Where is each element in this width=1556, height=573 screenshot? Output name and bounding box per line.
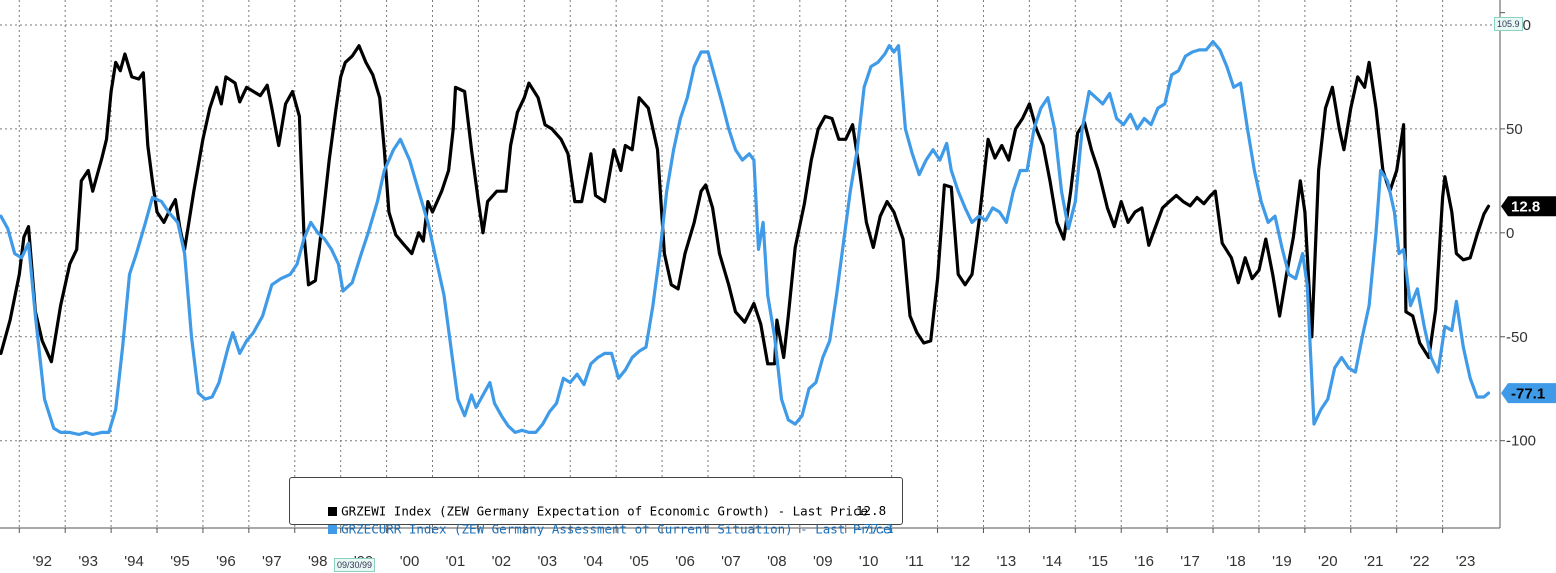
- x-tick-label: '21: [1364, 553, 1384, 570]
- cursor-date-label: 09/30/99: [334, 558, 376, 572]
- legend-entry-grzewi: GRZEWI Index (ZEW Germany Expectation of…: [298, 484, 886, 519]
- legend-entry-grzecurr: GRZECURR Index (ZEW Germany Assessment o…: [298, 502, 894, 537]
- legend-swatch-black-icon: [328, 507, 338, 516]
- x-tick-label: '96: [216, 553, 236, 570]
- x-tick-label: '94: [124, 553, 144, 570]
- x-tick-label: '97: [262, 553, 282, 570]
- x-tick-label: '18: [1226, 553, 1246, 570]
- legend-last-value: -77.1: [856, 521, 894, 536]
- legend-swatch-blue-icon: [328, 525, 338, 534]
- x-tick-label: '10: [859, 553, 879, 570]
- x-tick-label: '02: [492, 553, 512, 570]
- last-value-badge: [1501, 196, 1556, 217]
- plot-frame: [0, 0, 1501, 529]
- series-line-grzewi: [0, 44, 1491, 366]
- x-tick-label: '15: [1088, 553, 1108, 570]
- x-tick-label: '93: [78, 553, 98, 570]
- x-tick-label: '11: [905, 553, 923, 570]
- x-tick-label: '95: [170, 553, 190, 570]
- x-tick-label: '92: [32, 553, 52, 570]
- x-tick-label: '12: [951, 553, 971, 570]
- last-value-badges: 12.8 -77.1: [1501, 196, 1556, 404]
- x-tick-label: '20: [1318, 553, 1338, 570]
- legend-label: GRZEWI Index (ZEW Germany Expectation of…: [341, 503, 868, 519]
- y-tick-label: 0: [1506, 225, 1514, 242]
- x-tick-label: '13: [997, 553, 1017, 570]
- legend-last-value: 12.8: [856, 503, 887, 518]
- x-tick-label: '16: [1134, 553, 1154, 570]
- last-value-badge: [1501, 383, 1556, 404]
- y-tick-label: -50: [1506, 329, 1528, 346]
- x-tick-label: '14: [1043, 553, 1063, 570]
- x-tick-label: '22: [1410, 553, 1430, 570]
- y-tick-label: -100: [1506, 433, 1536, 450]
- x-tick-label: '04: [583, 553, 603, 570]
- series-lines: [0, 40, 1491, 437]
- legend-label: GRZECURR Index (ZEW Germany Assessment o…: [341, 521, 891, 537]
- x-tick-label: '17: [1180, 553, 1200, 570]
- max-marker-label: 105.9: [1494, 17, 1523, 31]
- series-line-grzecurr: [0, 40, 1491, 437]
- x-tick-label: '09: [813, 553, 833, 570]
- x-tick-label: '06: [675, 553, 695, 570]
- x-tick-label: '19: [1272, 553, 1292, 570]
- x-tick-label: '01: [446, 553, 466, 570]
- x-tick-label: '03: [538, 553, 558, 570]
- x-tick-label: '05: [629, 553, 649, 570]
- last-value-badge-text: 12.8: [1511, 199, 1540, 216]
- x-tick-label: '07: [721, 553, 741, 570]
- x-tick-label: '08: [767, 553, 787, 570]
- legend: GRZEWI Index (ZEW Germany Expectation of…: [289, 477, 903, 537]
- x-tick-label: '98: [308, 553, 328, 570]
- last-value-badge-text: -77.1: [1511, 386, 1545, 403]
- x-tick-label: '23: [1456, 553, 1476, 570]
- y-tick-label: 50: [1506, 121, 1523, 138]
- x-tick-label: '00: [400, 553, 420, 570]
